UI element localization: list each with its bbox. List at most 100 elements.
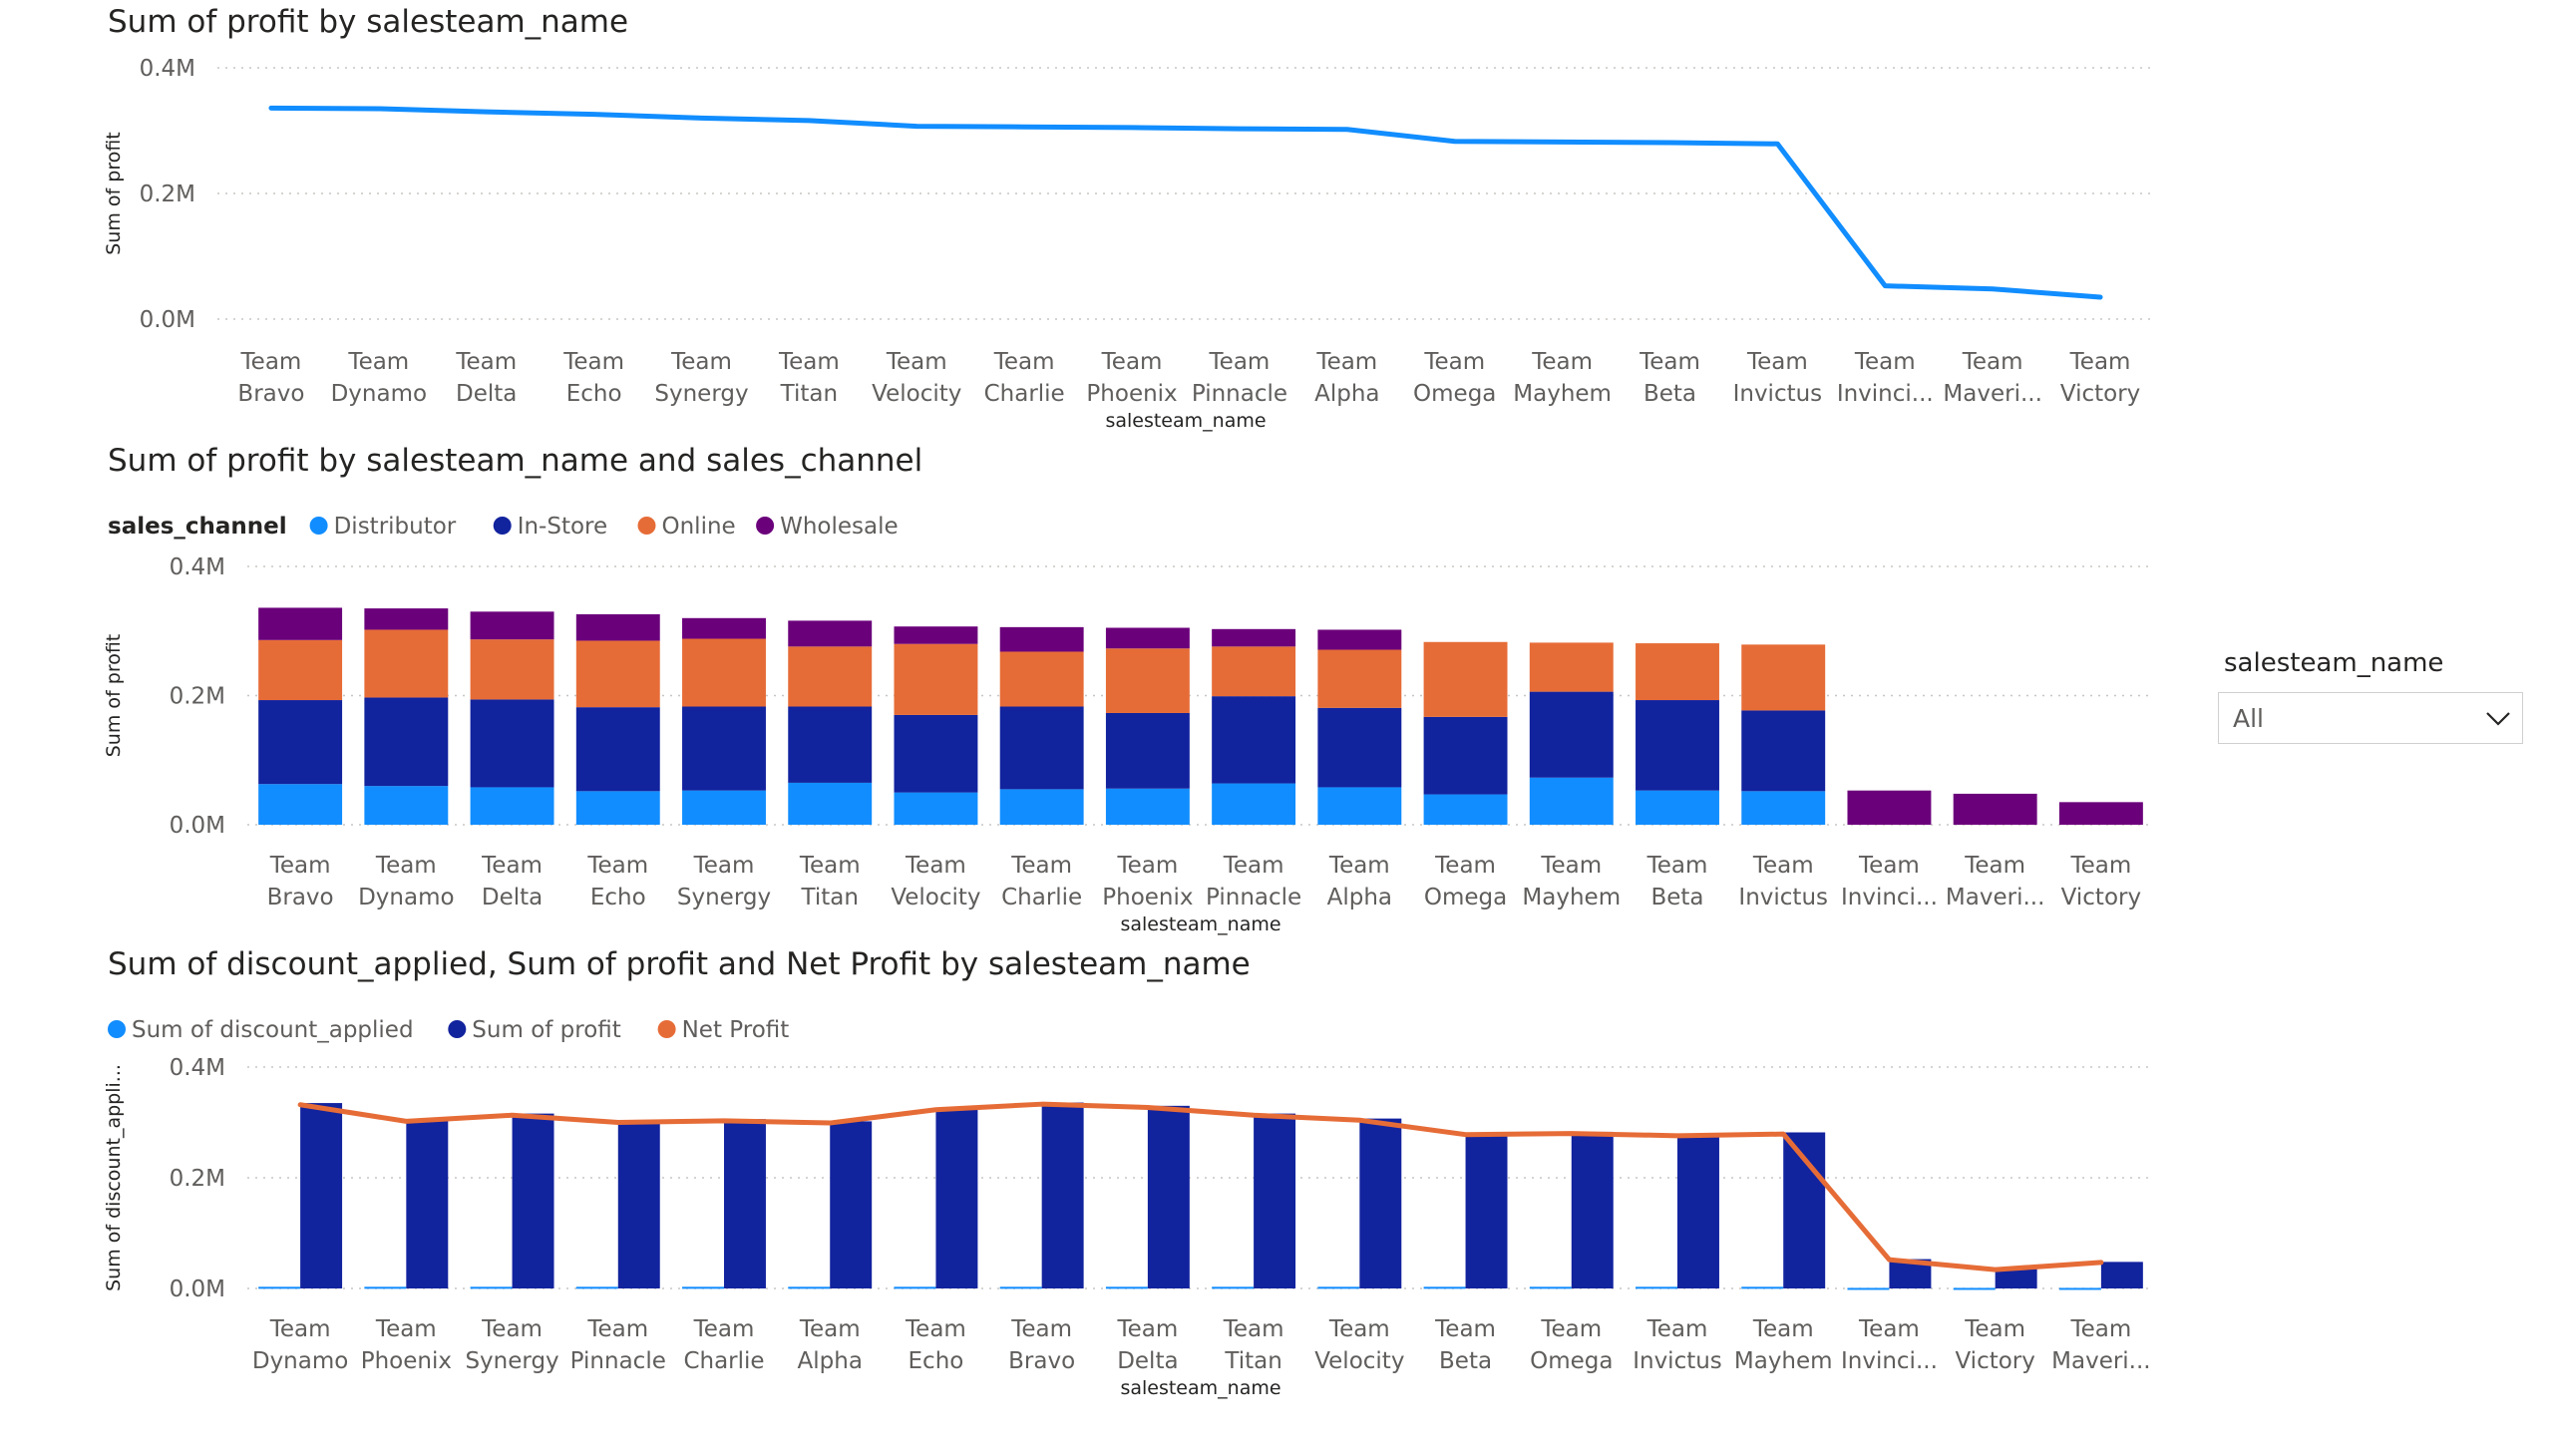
bar-segment <box>470 639 554 700</box>
x-tick-label: Team Dynamo <box>358 853 454 910</box>
x-tick-label: Team Delta <box>455 349 517 407</box>
x-tick-label: Team Velocity <box>891 853 980 910</box>
x-tick-label: Team Bravo <box>237 349 304 407</box>
bar <box>258 1286 301 1289</box>
x-tick-label: Team Phoenix <box>1086 349 1177 407</box>
bar-segment <box>1636 790 1719 825</box>
legend-marker <box>493 517 512 535</box>
x-tick-label: Team Delta <box>481 853 543 910</box>
x-tick-label: Team Maveri... <box>2051 1316 2150 1374</box>
line-point <box>376 106 381 111</box>
bar-segment <box>999 626 1084 652</box>
bar-segment <box>258 700 343 785</box>
line-point <box>1237 127 1242 132</box>
legend-marker <box>637 517 656 535</box>
line-chart-svg: Sum of profit by salesteam_name 0.0M 0.2M 0… <box>103 4 2154 432</box>
chevron-down-icon[interactable] <box>2484 708 2512 728</box>
y-axis-title: Sum of profit <box>103 634 125 758</box>
bar <box>788 1286 831 1289</box>
x-tick-label: Team Alpha <box>798 1316 863 1374</box>
x-tick-label: Team Dynamo <box>252 1316 348 1374</box>
x-tick-label: Team Phoenix <box>361 1316 452 1374</box>
bar-segment <box>258 639 343 701</box>
bar <box>1465 1133 1508 1288</box>
bar <box>575 1286 618 1289</box>
bar <box>1041 1102 1084 1288</box>
bar-segment <box>1423 794 1508 825</box>
legend-marker <box>756 517 775 535</box>
bar-segment <box>682 706 766 791</box>
y-axis-title: Sum of discount_appli... <box>103 1064 125 1291</box>
line-point <box>1344 127 1349 132</box>
x-axis-title: salesteam_name <box>1105 410 1266 432</box>
legend-item: Net Profit <box>682 1017 790 1043</box>
bar <box>1529 1286 1572 1289</box>
bar <box>512 1113 554 1288</box>
x-tick-label: Team Alpha <box>1314 349 1379 407</box>
line-series <box>268 105 2103 300</box>
line-point <box>1675 1133 1680 1138</box>
line-point <box>1357 1118 1362 1123</box>
x-tick-label: Team Victory <box>2060 349 2140 407</box>
x-tick-label: Team Synergy <box>465 1316 558 1374</box>
x-tick-label: Team Dynamo <box>331 349 427 407</box>
bar-segment <box>1741 644 1826 711</box>
line-point <box>1452 139 1457 144</box>
bar-segment <box>1212 646 1296 697</box>
y-tick-label: 0.0M <box>170 813 225 839</box>
x-tick-label: Team Omega <box>1424 853 1507 910</box>
line-point <box>1022 125 1027 130</box>
bar <box>300 1103 343 1288</box>
stacked-bar-chart-profit-by-channel[interactable]: Sum of profit by salesteam_name and sale… <box>100 443 2154 942</box>
bar-segment <box>575 707 660 792</box>
bar-segment <box>788 620 873 647</box>
x-tick-label: Team Titan <box>1223 1316 1284 1374</box>
slicer-dropdown[interactable]: All <box>2218 692 2523 744</box>
chart-title: Sum of profit by salesteam_name and sale… <box>108 443 922 479</box>
bar <box>2100 1262 2143 1288</box>
x-tick-label: Team Omega <box>1530 1316 1613 1374</box>
bar-segment <box>1212 696 1296 784</box>
x-tick-label: Team Invinci... <box>1841 1316 1938 1374</box>
bar-segment <box>1423 641 1508 717</box>
y-tick-label: 0.0M <box>140 307 195 333</box>
line-point <box>1145 1105 1150 1110</box>
bar-segment <box>1847 790 1932 825</box>
x-tick-label: Team Synergy <box>677 853 771 910</box>
line-point <box>1569 1131 1574 1136</box>
bar-segment <box>258 607 343 640</box>
bar <box>1741 1286 1784 1289</box>
line-point <box>722 1118 727 1123</box>
bar-segment <box>682 617 766 639</box>
line-chart-profit[interactable]: Sum of profit by salesteam_name 0.0M 0.2M 0… <box>100 0 2154 439</box>
bar-segment <box>470 699 554 788</box>
line-point <box>1993 1268 1998 1273</box>
legend-item: Distributor <box>334 514 457 540</box>
x-tick-label: Team Charlie <box>984 349 1065 407</box>
legend-item: In-Store <box>518 514 607 540</box>
x-tick-label: Team Charlie <box>1001 853 1082 910</box>
legend-marker <box>108 1020 126 1038</box>
bar-segment <box>788 782 873 825</box>
bar-segment <box>364 697 449 787</box>
bar <box>682 1286 724 1289</box>
x-tick-label: Team Pinnacle <box>1206 853 1301 910</box>
legend-item: Online <box>662 514 736 540</box>
bar <box>1212 1286 1255 1289</box>
line-point <box>510 1113 515 1118</box>
combo-chart-discount-profit-net[interactable]: Sum of discount_applied, Sum of profit a… <box>100 946 2154 1416</box>
bar-segment <box>1529 777 1614 825</box>
x-tick-label: Team Invinci... <box>1841 853 1938 910</box>
x-tick-label: Team Mayhem <box>1522 853 1621 910</box>
line-point <box>1775 142 1780 147</box>
line-series <box>297 1101 2104 1273</box>
bar-segment <box>894 643 978 715</box>
bar <box>1953 1287 1996 1290</box>
x-axis-title: salesteam_name <box>1120 1377 1280 1399</box>
x-tick-label: Team Alpha <box>1327 853 1392 910</box>
x-tick-label: Team Omega <box>1413 349 1496 407</box>
bar-segment <box>1317 787 1402 825</box>
y-tick-label: 0.0M <box>170 1276 225 1302</box>
line-point <box>914 124 919 129</box>
bar-segment <box>1636 643 1719 701</box>
